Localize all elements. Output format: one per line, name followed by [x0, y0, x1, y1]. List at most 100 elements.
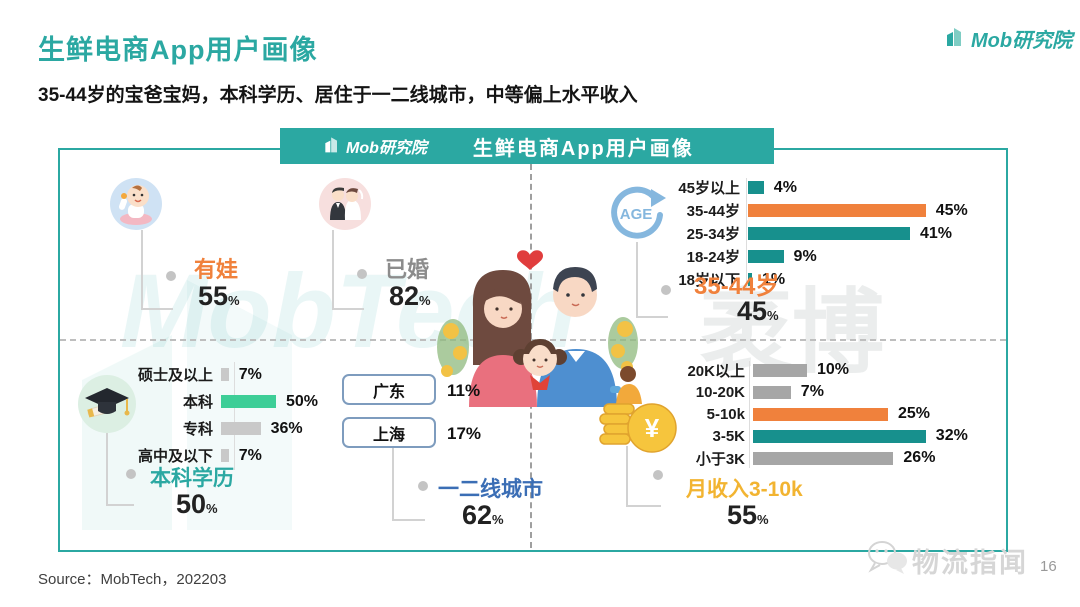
age-summary-value: 45% [737, 296, 779, 326]
connector-married [332, 230, 364, 310]
education-row: 专科 36% [95, 415, 318, 442]
education-summary-label: 本科学历 [150, 467, 234, 490]
age-category-label: 45岁以上 [678, 180, 740, 197]
age-row: 35-44岁 45% [622, 199, 968, 222]
connector-education [106, 433, 134, 506]
income-row: 3-5K 32% [630, 425, 968, 447]
baby-icon [110, 178, 162, 235]
married-value: 82% [389, 281, 431, 311]
money-coins-icon: ¥ [590, 362, 682, 467]
income-axis [749, 361, 750, 468]
education-value-label: 36% [270, 419, 303, 437]
income-bar-chart: 20K以上 10% 10-20K 7% 5-10k 25% 3-5K 32% 小… [630, 359, 968, 469]
mob-logo: Mob研究院 [943, 24, 1072, 53]
income-value-label: 10% [817, 361, 850, 378]
age-value-label: 45% [935, 201, 968, 219]
education-axis [234, 362, 235, 470]
banner-logo: Mob研究院 [322, 134, 427, 159]
age-badge-icon: AGE [609, 184, 667, 247]
age-value-label: 1% [761, 270, 786, 288]
divider-horizontal-dashed [60, 339, 1006, 341]
mob-logo-text: Mob研究院 [971, 30, 1073, 52]
city-value-shanghai: 17% [447, 424, 482, 443]
city-summary-label: 一二线城市 [438, 478, 543, 501]
connector-dot-kids [166, 271, 176, 281]
education-bar [221, 368, 229, 381]
connector-kids [141, 230, 173, 310]
bottom-watermark-text: 物流指闻 [912, 548, 1028, 578]
connector-age [636, 242, 668, 318]
income-bar [753, 451, 894, 465]
income-value-label: 7% [800, 383, 824, 400]
connector-dot-married [357, 269, 367, 279]
page-title: 生鲜电商App用户画像 [38, 35, 318, 65]
age-summary-label: 35-44岁 [694, 273, 780, 300]
education-summary-value: 50% [176, 489, 218, 519]
age-category-label: 18岁以下 [678, 272, 740, 289]
income-value-label: 25% [898, 405, 931, 422]
age-category-label: 25-34岁 [686, 226, 740, 243]
income-value-label: 32% [935, 427, 968, 444]
connector-dot-education [126, 469, 136, 479]
education-value-label: 7% [238, 446, 262, 464]
education-row: 硕士及以上 7% [95, 361, 318, 388]
income-bar [753, 385, 791, 399]
banner-building-icon [322, 134, 342, 159]
education-value-label: 50% [286, 392, 319, 410]
city-value-guangdong: 11% [447, 381, 481, 400]
education-category-label: 高中及以下 [137, 448, 213, 465]
income-row: 小于3K 26% [630, 447, 968, 469]
age-category-label: 18-24岁 [686, 249, 740, 266]
income-bar [753, 407, 888, 421]
income-category-label: 10-20K [695, 383, 745, 401]
page-number: 16 [1040, 558, 1057, 575]
connector-dot-city [418, 481, 428, 491]
age-bar [748, 181, 764, 194]
income-summary-label: 月收入3-10k [686, 478, 803, 501]
income-category-label: 3-5K [712, 427, 745, 445]
education-bar [221, 449, 229, 462]
kids-label: 有娃 [194, 257, 239, 282]
education-category-label: 专科 [182, 421, 213, 438]
banner-logo-text: Mob研究院 [346, 140, 427, 157]
mob-building-icon [943, 24, 967, 53]
city-box-shanghai: 上海 [342, 417, 436, 448]
family-illustration [435, 235, 640, 412]
age-value-label: 4% [773, 178, 797, 196]
page-subtitle: 35-44岁的宝爸宝妈，本科学历、居住于一二线城市，中等偏上水平收入 [38, 85, 638, 106]
education-row: 本科 50% [95, 388, 318, 415]
income-row: 5-10k 25% [630, 403, 968, 425]
wedding-couple-icon [319, 178, 371, 235]
age-bar [748, 227, 910, 240]
age-category-label: 35-44岁 [686, 203, 740, 220]
education-bar [221, 422, 261, 435]
wechat-icon [866, 540, 908, 581]
connector-dot-age [661, 285, 671, 295]
connector-income [626, 446, 661, 507]
income-bar [753, 363, 807, 377]
age-bar [748, 273, 752, 286]
education-row: 高中及以下 7% [95, 442, 318, 469]
education-bar [221, 395, 276, 408]
income-value-label: 26% [903, 449, 936, 466]
connector-dot-income [653, 470, 663, 480]
income-bar [753, 429, 926, 443]
source-note: Source：MobTech，202203 [38, 571, 227, 588]
connector-city [392, 448, 425, 521]
income-category-label: 5-10k [706, 405, 745, 423]
age-row: 25-34岁 41% [622, 222, 968, 245]
city-summary-value: 62% [462, 500, 504, 530]
banner-title: 生鲜电商App用户画像 [472, 137, 694, 160]
married-label: 已婚 [385, 257, 430, 282]
education-value-label: 7% [238, 365, 262, 383]
education-category-label: 本科 [182, 394, 213, 411]
education-bar-chart: 硕士及以上 7% 本科 50% 专科 36% 高中及以下 7% [95, 361, 318, 469]
kids-value: 55% [198, 281, 240, 311]
svg-text:¥: ¥ [645, 413, 660, 443]
age-row: 45岁以上 4% [622, 176, 968, 199]
age-bar-chart: 45岁以上 4% 35-44岁 45% 25-34岁 41% 18-24岁 9%… [622, 176, 968, 291]
age-axis [746, 178, 747, 288]
income-row: 20K以上 10% [630, 359, 968, 381]
age-badge-text: AGE [620, 206, 653, 223]
